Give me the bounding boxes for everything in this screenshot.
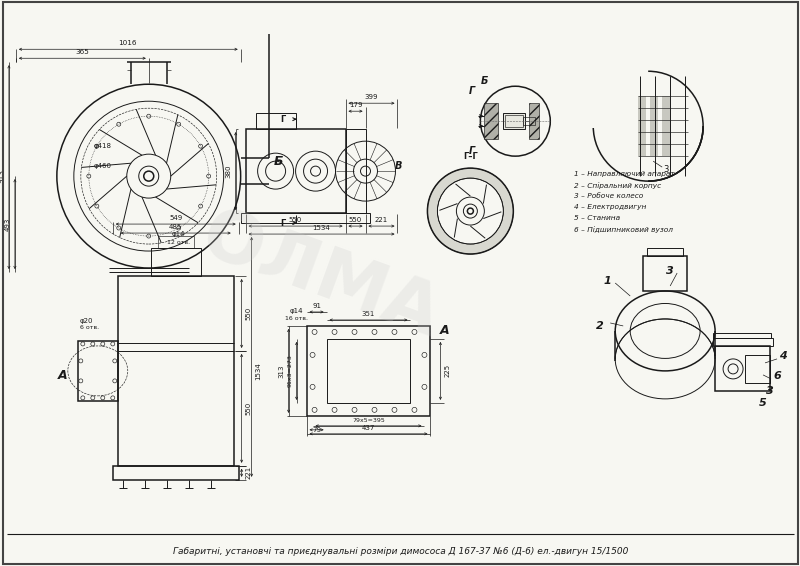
Text: 1016: 1016 bbox=[118, 40, 137, 46]
Bar bbox=[715, 346, 770, 391]
Text: 3 – Робоче колесо: 3 – Робоче колесо bbox=[574, 193, 643, 199]
Text: φ14: φ14 bbox=[172, 231, 186, 237]
Bar bbox=[78, 341, 118, 401]
Bar bbox=[530, 103, 539, 139]
Bar bbox=[118, 276, 234, 466]
Text: 550: 550 bbox=[246, 402, 252, 415]
Bar bbox=[523, 117, 535, 125]
Text: 5: 5 bbox=[759, 398, 767, 408]
Text: Г: Г bbox=[470, 146, 475, 156]
Text: A: A bbox=[439, 324, 450, 337]
Text: 2: 2 bbox=[596, 321, 604, 331]
Text: 3: 3 bbox=[674, 74, 682, 84]
Text: Г: Г bbox=[470, 86, 475, 96]
Bar bbox=[346, 129, 366, 213]
Text: 3: 3 bbox=[666, 266, 674, 276]
Text: 5 – Станина: 5 – Станина bbox=[574, 215, 620, 221]
Bar bbox=[647, 248, 683, 256]
Text: Г–Г: Г–Г bbox=[463, 152, 478, 161]
Bar bbox=[745, 355, 770, 383]
Text: Габаритні, установчі та приєднувальні розміри димососа Д 167-37 №6 (Д-6) ел.-дви: Габаритні, установчі та приєднувальні ро… bbox=[173, 547, 628, 556]
Bar bbox=[484, 103, 498, 139]
Text: 1534: 1534 bbox=[256, 362, 262, 380]
Text: 221: 221 bbox=[375, 217, 388, 223]
Text: Б: Б bbox=[274, 155, 283, 168]
Text: 550: 550 bbox=[349, 217, 362, 223]
Text: 549: 549 bbox=[169, 215, 182, 221]
Bar bbox=[113, 466, 238, 480]
Text: 913: 913 bbox=[0, 169, 5, 183]
Circle shape bbox=[438, 178, 503, 244]
Text: A: A bbox=[58, 370, 68, 383]
Text: 351: 351 bbox=[362, 311, 375, 317]
Text: 2 – Спіральний корпус: 2 – Спіральний корпус bbox=[574, 182, 662, 189]
Text: 12 отв.: 12 отв. bbox=[167, 239, 190, 245]
Bar bbox=[650, 96, 658, 156]
Bar bbox=[713, 338, 773, 346]
Text: Г: Г bbox=[280, 218, 286, 228]
Text: 79: 79 bbox=[312, 427, 321, 433]
Text: 399: 399 bbox=[365, 94, 378, 100]
Text: ОЛМА: ОЛМА bbox=[192, 201, 450, 351]
Bar bbox=[662, 96, 670, 156]
Text: 1534: 1534 bbox=[313, 225, 330, 231]
Text: 3: 3 bbox=[663, 165, 669, 174]
Text: Б: Б bbox=[481, 76, 488, 86]
Text: В: В bbox=[394, 161, 402, 171]
Text: 79х5=395: 79х5=395 bbox=[352, 418, 385, 423]
Bar bbox=[591, 14, 648, 128]
Circle shape bbox=[427, 168, 514, 254]
Text: 3: 3 bbox=[766, 386, 774, 396]
Text: 179: 179 bbox=[349, 102, 362, 108]
Text: Г: Г bbox=[280, 115, 286, 124]
Bar bbox=[241, 213, 370, 223]
Bar bbox=[591, 69, 705, 126]
Text: φ14: φ14 bbox=[290, 308, 303, 314]
Text: 550: 550 bbox=[289, 217, 302, 223]
Text: 550: 550 bbox=[246, 307, 252, 320]
Text: 4: 4 bbox=[779, 351, 787, 361]
Bar bbox=[150, 248, 201, 276]
Text: 6 отв.: 6 отв. bbox=[80, 325, 99, 331]
Text: 437: 437 bbox=[362, 425, 375, 431]
Bar bbox=[503, 113, 526, 129]
Bar bbox=[638, 96, 646, 156]
Text: 313: 313 bbox=[278, 364, 285, 378]
Text: φ20: φ20 bbox=[80, 318, 94, 324]
Text: 1: 1 bbox=[603, 276, 611, 286]
Text: 16 отв.: 16 отв. bbox=[285, 316, 308, 321]
Bar bbox=[246, 129, 346, 213]
Bar bbox=[306, 326, 430, 416]
Text: 91х3=273: 91х3=273 bbox=[287, 354, 293, 387]
Ellipse shape bbox=[615, 319, 715, 399]
Text: φ418: φ418 bbox=[94, 143, 112, 149]
Bar bbox=[506, 115, 523, 127]
Bar bbox=[256, 113, 295, 129]
Text: 485: 485 bbox=[169, 224, 182, 230]
Text: φ460: φ460 bbox=[94, 163, 112, 169]
Text: 91: 91 bbox=[312, 303, 321, 309]
Text: 4 – Електродвигун: 4 – Електродвигун bbox=[574, 204, 646, 210]
Text: 1 – Направляючий апарат: 1 – Направляючий апарат bbox=[574, 171, 675, 177]
Bar bbox=[158, 236, 194, 248]
Bar bbox=[643, 256, 687, 291]
Bar bbox=[713, 333, 771, 338]
Bar bbox=[326, 339, 410, 403]
Text: 6: 6 bbox=[773, 371, 781, 381]
Text: 493: 493 bbox=[5, 217, 11, 231]
Text: В: В bbox=[630, 74, 637, 84]
Text: 221: 221 bbox=[246, 466, 252, 479]
Text: 380: 380 bbox=[226, 164, 232, 178]
Text: 225: 225 bbox=[445, 365, 450, 378]
Text: 6 – Підшипниковий вузол: 6 – Підшипниковий вузол bbox=[574, 226, 674, 233]
Text: 365: 365 bbox=[76, 49, 90, 55]
